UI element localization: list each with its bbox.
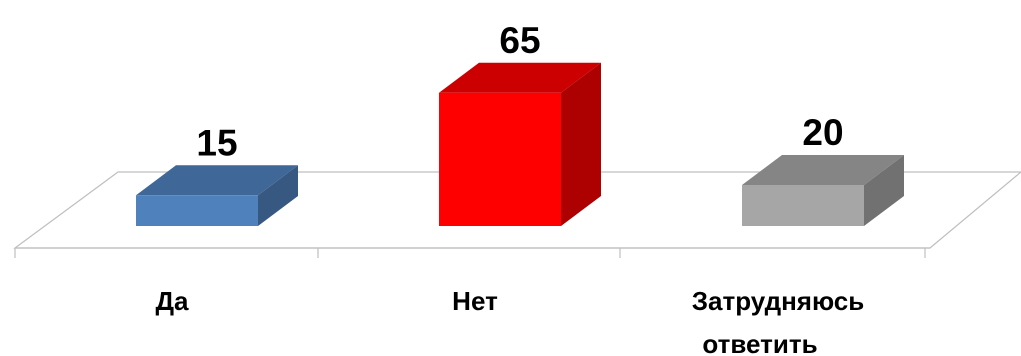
bar-front <box>742 185 864 226</box>
bar-3 <box>742 155 904 226</box>
bar-2 <box>439 62 601 226</box>
bar-top <box>439 62 601 93</box>
bar-front <box>439 92 561 226</box>
category-label-line: Затрудняюсь <box>692 286 865 316</box>
category-label: Нет <box>452 286 498 316</box>
category-label-line: ответить <box>702 329 817 356</box>
x-axis <box>14 247 930 258</box>
bar-side <box>561 62 601 226</box>
bar-1 <box>136 165 298 226</box>
value-label: 20 <box>802 112 843 153</box>
category-label: Затрудняюсь ответить <box>692 286 865 356</box>
category-label-line: Нет <box>452 286 498 316</box>
bars <box>136 62 904 226</box>
bar-top <box>136 165 298 196</box>
bar-side <box>258 165 298 226</box>
category-label: Да <box>156 286 190 316</box>
value-labels: 15 65 20 <box>196 20 843 164</box>
bar-top <box>742 155 904 185</box>
value-label: 65 <box>499 20 540 61</box>
category-label-line: Да <box>156 286 190 316</box>
value-label: 15 <box>196 122 237 163</box>
bar-front <box>136 195 258 226</box>
category-labels: Да Нет Затрудняюсь ответить <box>156 286 865 356</box>
bar-side <box>864 155 904 226</box>
